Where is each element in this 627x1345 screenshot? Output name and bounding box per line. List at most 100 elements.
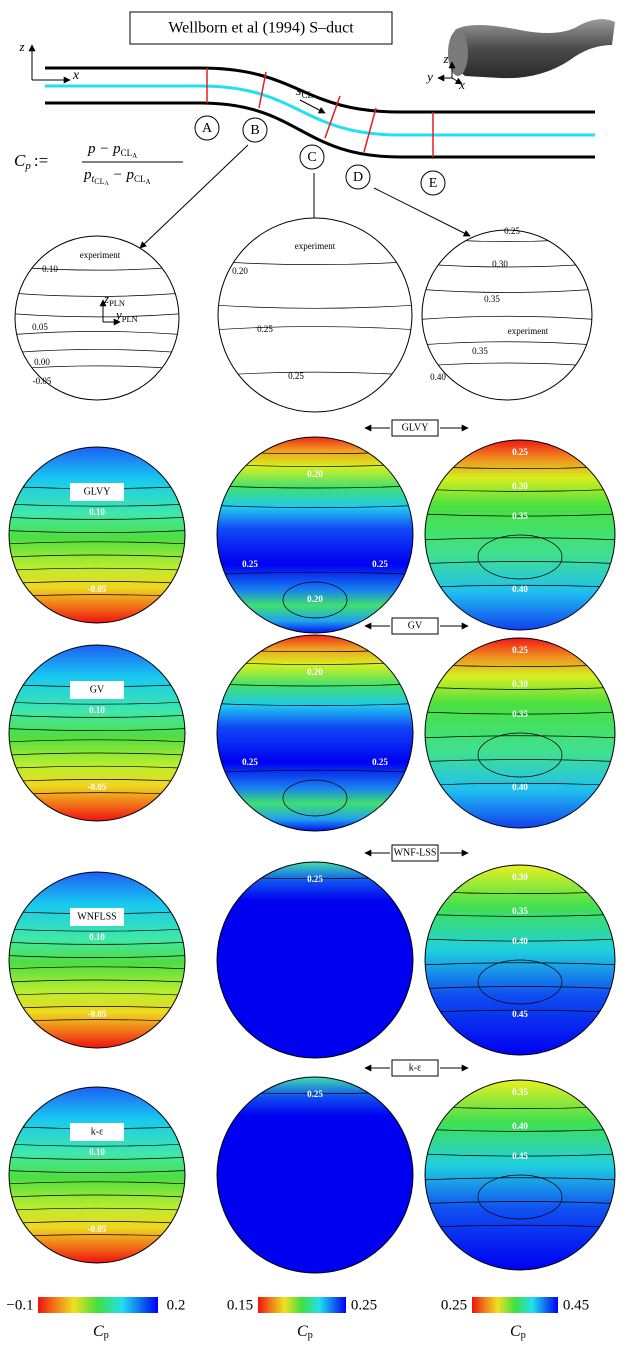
- formula-numerator: p − pCLA: [87, 141, 137, 159]
- contour-panel: [9, 645, 185, 821]
- contour-label: 0.40: [512, 1121, 528, 1131]
- contour-line: [9, 1006, 185, 1009]
- contour-line: [425, 759, 615, 762]
- model-label-box: [70, 1123, 124, 1141]
- math-sub: CL: [301, 90, 313, 100]
- field: [217, 862, 413, 1058]
- contour-line: [425, 561, 615, 564]
- contour-label: -0.05: [88, 1009, 107, 1019]
- panel-outline: [424, 439, 616, 631]
- contour-label: 0.20: [307, 667, 323, 677]
- contour-label: 0.30: [492, 259, 508, 269]
- model-label-box: [391, 1059, 439, 1077]
- panel-label: experiment: [80, 250, 121, 260]
- contour-line: [425, 584, 615, 588]
- panel-outline: [424, 1079, 616, 1271]
- field: [422, 230, 592, 400]
- panel-outline: [14, 235, 180, 401]
- contour-line: [9, 966, 185, 970]
- contour-label: 0.25: [512, 447, 528, 457]
- contour-label: 0.25: [372, 757, 388, 767]
- contour-line: [425, 1153, 615, 1157]
- math-label: yPLN: [114, 307, 138, 324]
- contour-line: [9, 752, 185, 756]
- contour-line: [425, 489, 615, 492]
- field: [217, 1077, 413, 1273]
- contour-line: [9, 503, 185, 507]
- math-sub: CL: [94, 177, 104, 186]
- axis-label: z: [18, 39, 24, 54]
- station-label: B: [250, 123, 259, 138]
- math-base: − p: [109, 167, 135, 183]
- field: [15, 236, 179, 400]
- contour-line: [477, 959, 563, 1005]
- contour-line: [15, 331, 179, 335]
- contour-label: 0.10: [89, 1147, 105, 1157]
- contour-line: [9, 779, 185, 782]
- contour-line: [9, 517, 185, 520]
- field: [9, 872, 185, 1048]
- field: [9, 447, 185, 623]
- colorbar: [258, 1297, 346, 1313]
- contour-line: [218, 371, 412, 376]
- contour-line: [425, 986, 615, 989]
- contour-line: [425, 782, 615, 786]
- colorbar-label: Cp: [93, 1323, 109, 1342]
- field: [218, 218, 412, 412]
- contour-label: 0.30: [512, 679, 528, 689]
- contour-label: 0.25: [372, 559, 388, 569]
- station-label: E: [429, 176, 438, 191]
- math-label: zPLN: [103, 291, 125, 308]
- model-label: GLVY: [402, 422, 429, 433]
- contour-line: [9, 1194, 185, 1198]
- axes-glyph: [28, 44, 463, 114]
- contour-label: -0.05: [88, 1224, 107, 1234]
- contour-panel: [9, 447, 185, 623]
- contour-label: 0.25: [512, 645, 528, 655]
- station-label: A: [202, 121, 213, 136]
- contour-panel: [15, 236, 179, 400]
- centerline: [45, 84, 595, 137]
- math-sub: CL: [121, 148, 133, 158]
- contour-line: [15, 365, 179, 370]
- panel-outline: [217, 217, 413, 413]
- contour-line: [9, 1157, 185, 1160]
- contour-label: 0.10: [89, 932, 105, 942]
- title-box: [129, 11, 393, 45]
- station-marker: [242, 117, 268, 143]
- contour-label: 0.25: [307, 874, 323, 884]
- model-label: WNFLSS: [77, 911, 116, 922]
- model-label-box: [70, 483, 124, 501]
- contour-line: [217, 485, 413, 489]
- contour-line: [425, 1201, 615, 1204]
- contour-label: 0.40: [512, 936, 528, 946]
- model-label: k-ε: [409, 1062, 422, 1073]
- math-base: y: [114, 307, 122, 322]
- contour-line: [9, 942, 185, 945]
- contour-line: [218, 261, 412, 265]
- station-line: [258, 71, 267, 109]
- contour-label: 0.45: [512, 1009, 528, 1019]
- contour-label: 0.20: [307, 469, 323, 479]
- contour-line: [9, 1221, 185, 1224]
- duct-wall: [45, 66, 595, 114]
- contour-line: [282, 779, 348, 817]
- contour-line: [9, 530, 185, 533]
- math-sub: p: [308, 1330, 313, 1341]
- contour-label: 0.10: [89, 507, 105, 517]
- contour-line: [9, 1207, 185, 1211]
- contour-line: [9, 992, 185, 996]
- contour-label: 0.20: [232, 266, 248, 276]
- contour-line: [422, 289, 592, 293]
- colorbar-max: 0.2: [167, 1297, 186, 1313]
- contour-line: [422, 362, 592, 367]
- contour-line: [218, 304, 412, 309]
- station-marker: [299, 144, 325, 170]
- math-sub: PLN: [109, 298, 125, 308]
- contour-line: [477, 1174, 563, 1220]
- contour-panel: [217, 862, 413, 1058]
- panel-outline: [424, 637, 616, 829]
- panel-outline: [8, 446, 186, 624]
